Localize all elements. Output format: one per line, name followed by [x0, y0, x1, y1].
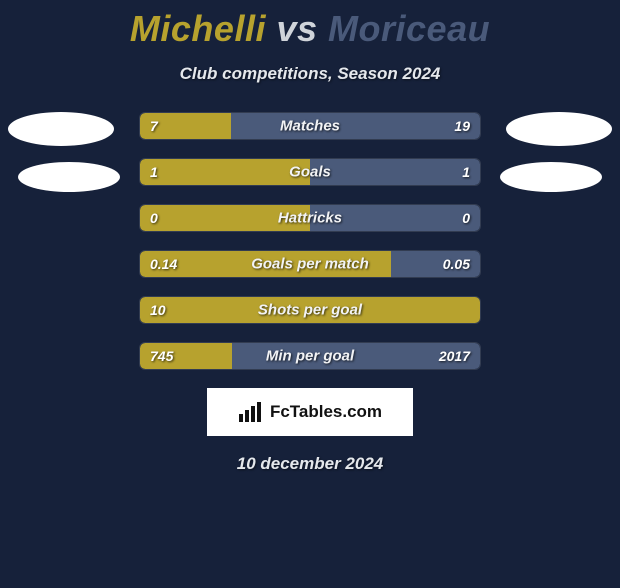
stat-row: 745 2017 Min per goal	[139, 342, 481, 370]
player1-name: Michelli	[130, 8, 266, 49]
stat-value-right: 1	[462, 164, 470, 180]
stat-value-left: 745	[150, 348, 173, 364]
player1-avatar-icon	[8, 112, 114, 146]
branding-text: FcTables.com	[270, 402, 382, 422]
stat-label: Min per goal	[266, 348, 354, 365]
stat-label: Matches	[280, 118, 340, 135]
stat-value-left: 7	[150, 118, 158, 134]
subtitle: Club competitions, Season 2024	[0, 64, 620, 84]
stat-row: 7 19 Matches	[139, 112, 481, 140]
stat-value-left: 1	[150, 164, 158, 180]
stat-row: 0 0 Hattricks	[139, 204, 481, 232]
stat-value-right: 0	[462, 210, 470, 226]
player2-avatar-icon	[506, 112, 612, 146]
comparison-chart: 7 19 Matches 1 1 Goals 0 0 Hattricks 0.14 0.05 Goal…	[0, 112, 620, 370]
vs-separator: vs	[276, 8, 317, 49]
stat-value-right: 19	[454, 118, 470, 134]
stat-value-left: 10	[150, 302, 166, 318]
date-label: 10 december 2024	[0, 454, 620, 474]
stat-value-right: 0.05	[443, 256, 470, 272]
stat-bar-left	[140, 159, 310, 185]
stat-label: Shots per goal	[258, 302, 362, 319]
page-title: Michelli vs Moriceau	[0, 8, 620, 50]
branding-banner: FcTables.com	[207, 388, 413, 436]
chart-bars-icon	[238, 402, 264, 422]
stat-row: 0.14 0.05 Goals per match	[139, 250, 481, 278]
stat-value-right: 2017	[439, 348, 470, 364]
stat-value-left: 0.14	[150, 256, 177, 272]
stat-label: Hattricks	[278, 210, 342, 227]
stat-row: 10 Shots per goal	[139, 296, 481, 324]
stat-bar-right	[310, 159, 480, 185]
player2-name: Moriceau	[328, 8, 490, 49]
stat-rows: 7 19 Matches 1 1 Goals 0 0 Hattricks 0.14 0.05 Goal…	[139, 112, 481, 370]
stat-row: 1 1 Goals	[139, 158, 481, 186]
stat-bar-right	[231, 113, 480, 139]
stat-label: Goals per match	[251, 256, 369, 273]
stat-label: Goals	[289, 164, 331, 181]
player2-club-icon	[500, 162, 602, 192]
stat-value-left: 0	[150, 210, 158, 226]
player1-club-icon	[18, 162, 120, 192]
